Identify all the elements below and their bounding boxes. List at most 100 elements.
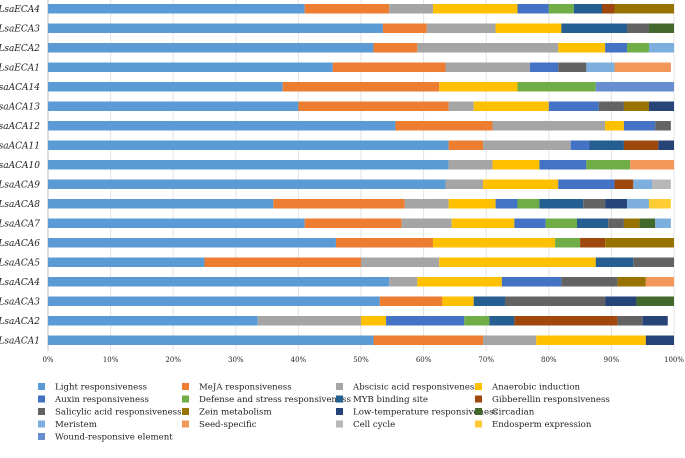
category-label: LsaACA12 xyxy=(0,122,40,132)
grid-layer xyxy=(47,0,675,351)
bar-segment xyxy=(539,160,587,170)
bar-segment xyxy=(483,179,559,189)
legend-swatch xyxy=(475,420,482,428)
bar-segment xyxy=(417,277,502,287)
category-label: LsaACA7 xyxy=(0,219,40,229)
bar-segment xyxy=(617,316,643,326)
category-label: LsaACA8 xyxy=(0,200,40,210)
bar-segment xyxy=(536,335,646,345)
bar-segment xyxy=(586,160,631,170)
bar-segment xyxy=(48,140,449,150)
legend-swatch xyxy=(38,420,45,428)
bar-segment xyxy=(445,62,531,72)
bar-segment xyxy=(655,121,671,131)
x-tick-label: 0% xyxy=(42,356,53,364)
legend-label: Endosperm expression xyxy=(492,420,592,430)
bar-segment xyxy=(404,199,449,209)
legend-swatch xyxy=(336,420,343,428)
bar-segment xyxy=(48,199,274,209)
bar-segment xyxy=(548,101,599,111)
bar-segment xyxy=(504,296,606,306)
bar-segment xyxy=(473,101,549,111)
bar-segment xyxy=(379,296,443,306)
legend-swatch xyxy=(336,395,343,403)
bar-segment xyxy=(514,218,546,228)
legend-swatch xyxy=(475,383,482,390)
legend-label: Auxin responsiveness xyxy=(54,395,149,405)
bar-segment xyxy=(304,4,390,14)
bar-segment xyxy=(48,82,283,92)
bar-segment xyxy=(432,4,518,14)
bar-segment xyxy=(401,218,452,228)
bar-segment xyxy=(48,4,305,14)
bar-segment xyxy=(445,179,484,189)
bar-segment xyxy=(589,140,624,150)
bar-segment xyxy=(658,140,674,150)
category-label: LsaECA4 xyxy=(0,5,40,15)
bar-segment xyxy=(558,43,606,53)
bar-segment xyxy=(561,23,628,33)
bar-segment xyxy=(652,179,671,189)
bar-segment xyxy=(586,62,615,72)
bar-segment xyxy=(514,316,618,326)
legend-label: MeJA responsiveness xyxy=(199,383,292,393)
bar-segment xyxy=(614,62,671,72)
category-label: LsaACA13 xyxy=(0,102,40,112)
bar-segment xyxy=(439,257,596,267)
legend-label: Light responsiveness xyxy=(55,383,147,393)
legend-swatch xyxy=(336,408,343,415)
bar-segment xyxy=(608,218,624,228)
bar-segment xyxy=(48,160,449,170)
legend-label: Gibberellin responsiveness xyxy=(492,395,610,405)
bar-segment xyxy=(361,316,387,326)
category-label: LsaECA3 xyxy=(0,24,40,34)
bar-segment xyxy=(602,4,615,14)
bar-segment xyxy=(48,121,396,131)
bar-segment xyxy=(448,140,484,150)
bar-segment xyxy=(648,43,674,53)
bar-segment xyxy=(517,4,549,14)
legend-label: Meristem xyxy=(55,420,97,430)
bar-segment xyxy=(48,335,374,345)
bar-segment xyxy=(389,4,433,14)
legend-label: Abscisic acid responsiveness xyxy=(352,383,479,393)
category-label: LsaACA2 xyxy=(0,317,40,327)
bar-segment xyxy=(630,160,674,170)
bar-segment xyxy=(473,296,505,306)
legend-swatch xyxy=(475,395,482,403)
bar-segment xyxy=(558,179,615,189)
bar-segment xyxy=(605,43,628,53)
bar-segment xyxy=(598,101,624,111)
bar-segment xyxy=(464,316,490,326)
bar-segment xyxy=(483,140,571,150)
bar-segment xyxy=(614,4,674,14)
bar-segment xyxy=(48,277,390,287)
legend-swatch xyxy=(38,395,45,403)
x-tick-label: 50% xyxy=(353,356,369,364)
x-tick-label: 10% xyxy=(103,356,119,364)
bar-segment xyxy=(495,23,562,33)
bar-segment xyxy=(595,82,674,92)
bar-segment xyxy=(48,101,299,111)
bar-segment xyxy=(373,43,418,53)
legend-swatch xyxy=(38,383,45,390)
bar-segment xyxy=(395,121,493,131)
legend-label: MYB binding site xyxy=(353,395,428,405)
bar-segment xyxy=(48,179,446,189)
bar-segment xyxy=(257,316,361,326)
bar-layer xyxy=(48,4,674,345)
category-label: LsaACA9 xyxy=(0,180,40,190)
legend-swatch xyxy=(336,383,343,390)
bar-segment xyxy=(614,179,634,189)
bar-segment xyxy=(373,335,484,345)
legend-label: Salicylic acid responsiveness xyxy=(55,408,182,418)
bar-segment xyxy=(332,62,446,72)
bar-segment xyxy=(448,199,496,209)
bar-segment xyxy=(451,218,515,228)
bar-segment xyxy=(648,23,674,33)
legend-label: Zein metabolism xyxy=(199,408,272,418)
legend-swatch xyxy=(38,433,45,440)
bar-segment xyxy=(282,82,440,92)
